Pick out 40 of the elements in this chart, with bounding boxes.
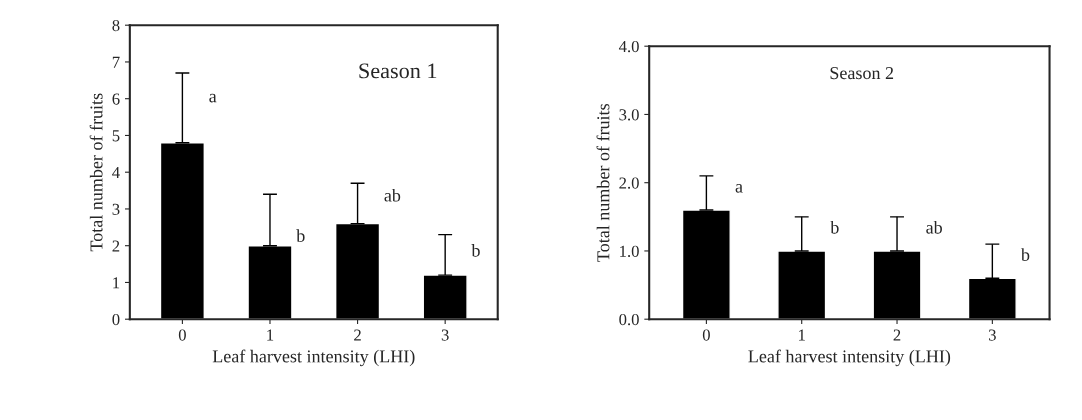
y-tick-label: 7	[112, 56, 120, 68]
annotation: ab	[926, 220, 942, 234]
y-tick-label: 2.0	[619, 177, 639, 189]
x-tick-label: 2	[893, 329, 901, 341]
y-tick-label: 1	[113, 277, 120, 289]
x-tick-label: 1	[267, 329, 274, 341]
y-tick-label: 4.0	[618, 40, 639, 53]
x-axis-title: Leaf harvest intensity (LHI)	[748, 349, 951, 367]
bar	[777, 250, 827, 320]
annotation: ab	[384, 188, 401, 202]
annotation: b	[1020, 248, 1030, 261]
y-tick-label: 0.0	[619, 313, 639, 326]
x-tick-label: 3	[988, 329, 996, 341]
y-tick-label: 3.0	[619, 109, 639, 121]
annotation: b	[830, 220, 839, 234]
y-tick-label: 5	[112, 130, 120, 142]
y-axis-title: Total number of fruits	[596, 104, 610, 262]
y-tick-label: 8	[112, 19, 120, 32]
annotation: a	[735, 184, 743, 193]
x-tick-label: 2	[354, 329, 361, 341]
x-tick-label: 1	[799, 329, 805, 341]
y-tick-label: 3	[112, 203, 120, 215]
y-axis-title: Total number of fruits	[89, 93, 103, 252]
annotation: Season 1	[359, 63, 437, 79]
bar	[872, 250, 922, 320]
annotation: b	[296, 229, 305, 243]
annotation: a	[209, 93, 217, 103]
y-tick-label: 2	[112, 240, 120, 252]
annotation: Season 2	[830, 67, 894, 80]
y-tick-label: 0	[112, 313, 120, 326]
y-tick-label: 1.0	[620, 245, 639, 257]
bar	[681, 209, 731, 320]
y-tick-label: 4	[112, 167, 120, 178]
x-tick-label: 0	[178, 329, 186, 341]
y-tick-label: 6	[112, 93, 120, 105]
bar	[422, 274, 468, 320]
x-axis-title: Leaf harvest intensity (LHI)	[212, 349, 415, 367]
x-tick-label: 3	[441, 329, 449, 341]
annotation: b	[471, 244, 480, 257]
x-tick-label: 0	[702, 329, 710, 341]
